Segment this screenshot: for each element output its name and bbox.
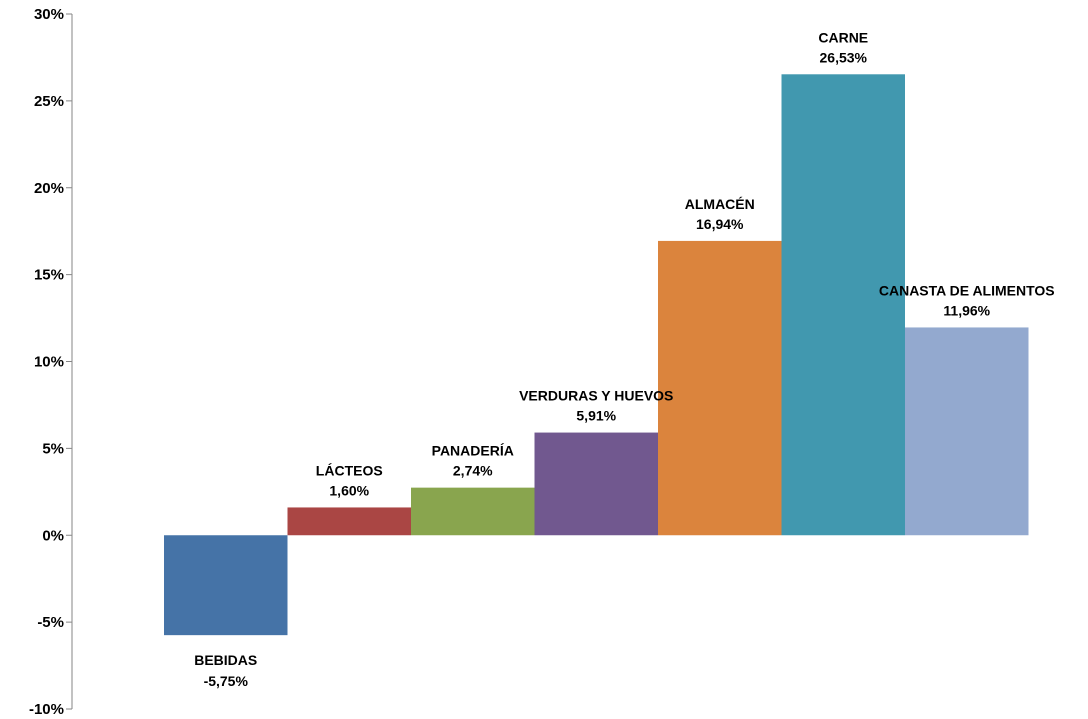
category-label: VERDURAS Y HUEVOS bbox=[519, 388, 673, 404]
y-tick-label: -10% bbox=[29, 701, 64, 718]
y-tick-label: 10% bbox=[34, 354, 64, 371]
value-label: 16,94% bbox=[696, 216, 744, 232]
value-label: 1,60% bbox=[329, 482, 369, 498]
category-label: LÁCTEOS bbox=[316, 462, 383, 478]
category-label: PANADERÍA bbox=[432, 443, 514, 459]
y-axis: -10% -5% 0% 5% 10% 15% 20% 25% 30% bbox=[29, 6, 73, 718]
bars bbox=[164, 74, 1029, 636]
y-tick-label: 25% bbox=[34, 93, 64, 110]
y-tick-label: 15% bbox=[34, 267, 64, 284]
y-tick-label: 20% bbox=[34, 180, 64, 197]
value-label: 2,74% bbox=[453, 463, 493, 479]
bar bbox=[658, 240, 782, 536]
y-tick-label: 5% bbox=[42, 440, 64, 457]
value-label: -5,75% bbox=[204, 673, 249, 689]
data-labels: BEBIDAS -5,75% LÁCTEOS 1,60% PANADERÍA 2,74% V… bbox=[194, 29, 1054, 689]
category-label: BEBIDAS bbox=[194, 652, 257, 668]
y-tick-label: 30% bbox=[34, 6, 64, 23]
category-label: CANASTA DE ALIMENTOS bbox=[879, 282, 1055, 298]
value-label: 26,53% bbox=[820, 49, 868, 65]
category-label: CARNE bbox=[818, 29, 868, 45]
bar bbox=[411, 487, 535, 536]
y-tick-label: -5% bbox=[37, 614, 64, 631]
bar bbox=[534, 432, 658, 536]
bar bbox=[164, 535, 288, 636]
value-label: 5,91% bbox=[576, 408, 616, 424]
bar bbox=[287, 507, 411, 536]
bar bbox=[905, 327, 1029, 536]
category-label: ALMACÉN bbox=[685, 196, 755, 212]
y-tick-label: 0% bbox=[42, 527, 64, 544]
bar bbox=[781, 74, 905, 536]
value-label: 11,96% bbox=[943, 302, 990, 318]
